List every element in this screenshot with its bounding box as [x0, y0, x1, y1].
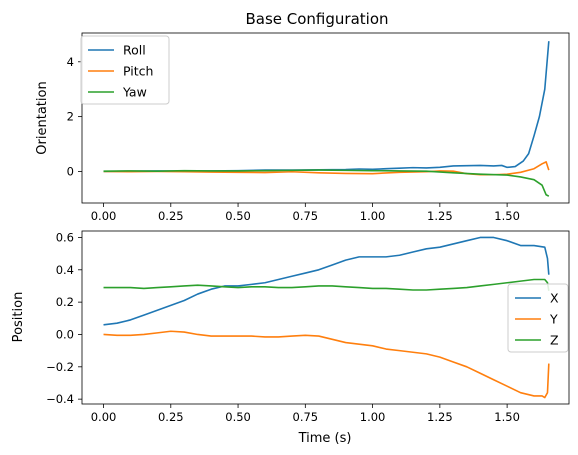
x-tick-label: 1.50 [494, 209, 520, 223]
x-tick-label: 0.25 [158, 209, 184, 223]
position-axes-frame [81, 230, 570, 405]
y-tick-label: −0.4 [46, 392, 74, 406]
x-tick-label: 0.25 [158, 410, 184, 424]
x-tick-label: 1.00 [360, 209, 386, 223]
position-series-lines [103, 236, 550, 399]
legend-box [80, 35, 170, 105]
x-tick-label: 0.00 [91, 410, 117, 424]
x-tick-label: 0.50 [225, 209, 251, 223]
series-line-yaw [103, 169, 550, 197]
x-tick-label: 0.50 [225, 410, 251, 424]
x-tick-label: 0.00 [91, 209, 117, 223]
position-subplot: 0.00 0.25 0.50 0.75 1.00 1.25 1.50 −0.4 −0.2 0.0 0… [11, 230, 570, 446]
y-tick-label: 0.0 [56, 327, 74, 341]
y-tick-label: 0.2 [56, 295, 74, 309]
plot-area-position [82, 231, 569, 404]
x-tick-label: 1.50 [494, 410, 520, 424]
position-ticks: 0.00 0.25 0.50 0.75 1.00 1.25 1.50 −0.4 −0.2 0.0 0… [46, 230, 520, 424]
legend-label-roll: Roll [123, 43, 146, 58]
series-line-pitch [103, 161, 550, 176]
y-tick-label: 4 [67, 55, 74, 69]
y-tick-label: 2 [67, 110, 74, 124]
orientation-series-lines [103, 41, 550, 197]
legend-label-z: Z [550, 333, 559, 348]
y-tick-label: 0.4 [56, 263, 74, 277]
x-tick-label: 1.00 [360, 410, 386, 424]
legend-label-y: Y [549, 312, 558, 327]
x-tick-label: 0.75 [293, 410, 319, 424]
y-axis-label-orientation: Orientation [35, 81, 50, 154]
orientation-legend: Roll Pitch Yaw [80, 35, 170, 105]
series-line-y [103, 330, 550, 399]
x-axis-label: Time (s) [298, 431, 352, 446]
series-line-z [103, 278, 550, 291]
x-tick-label: 1.25 [427, 410, 453, 424]
x-tick-label: 0.75 [293, 209, 319, 223]
legend-label-pitch: Pitch [123, 64, 153, 79]
position-legend: XYZ [507, 283, 569, 353]
legend-label-x: X [550, 291, 559, 306]
legend-label-yaw: Yaw [122, 85, 147, 100]
y-tick-label: 0 [67, 164, 74, 178]
chart-title: Base Configuration [245, 10, 388, 28]
orientation-subplot: Base Configuration 0.00 0.25 0.50 0.75 1.00 1… [35, 10, 570, 223]
legend-box [507, 283, 569, 353]
y-tick-label: 0.6 [56, 230, 74, 244]
x-tick-label: 1.25 [427, 209, 453, 223]
orientation-ticks: 0.00 0.25 0.50 0.75 1.00 1.25 1.50 0 2 4 [67, 55, 520, 223]
y-axis-label-position: Position [11, 292, 26, 343]
series-line-x [103, 236, 550, 326]
orientation-axes-frame [81, 32, 570, 204]
y-tick-label: −0.2 [46, 360, 74, 374]
